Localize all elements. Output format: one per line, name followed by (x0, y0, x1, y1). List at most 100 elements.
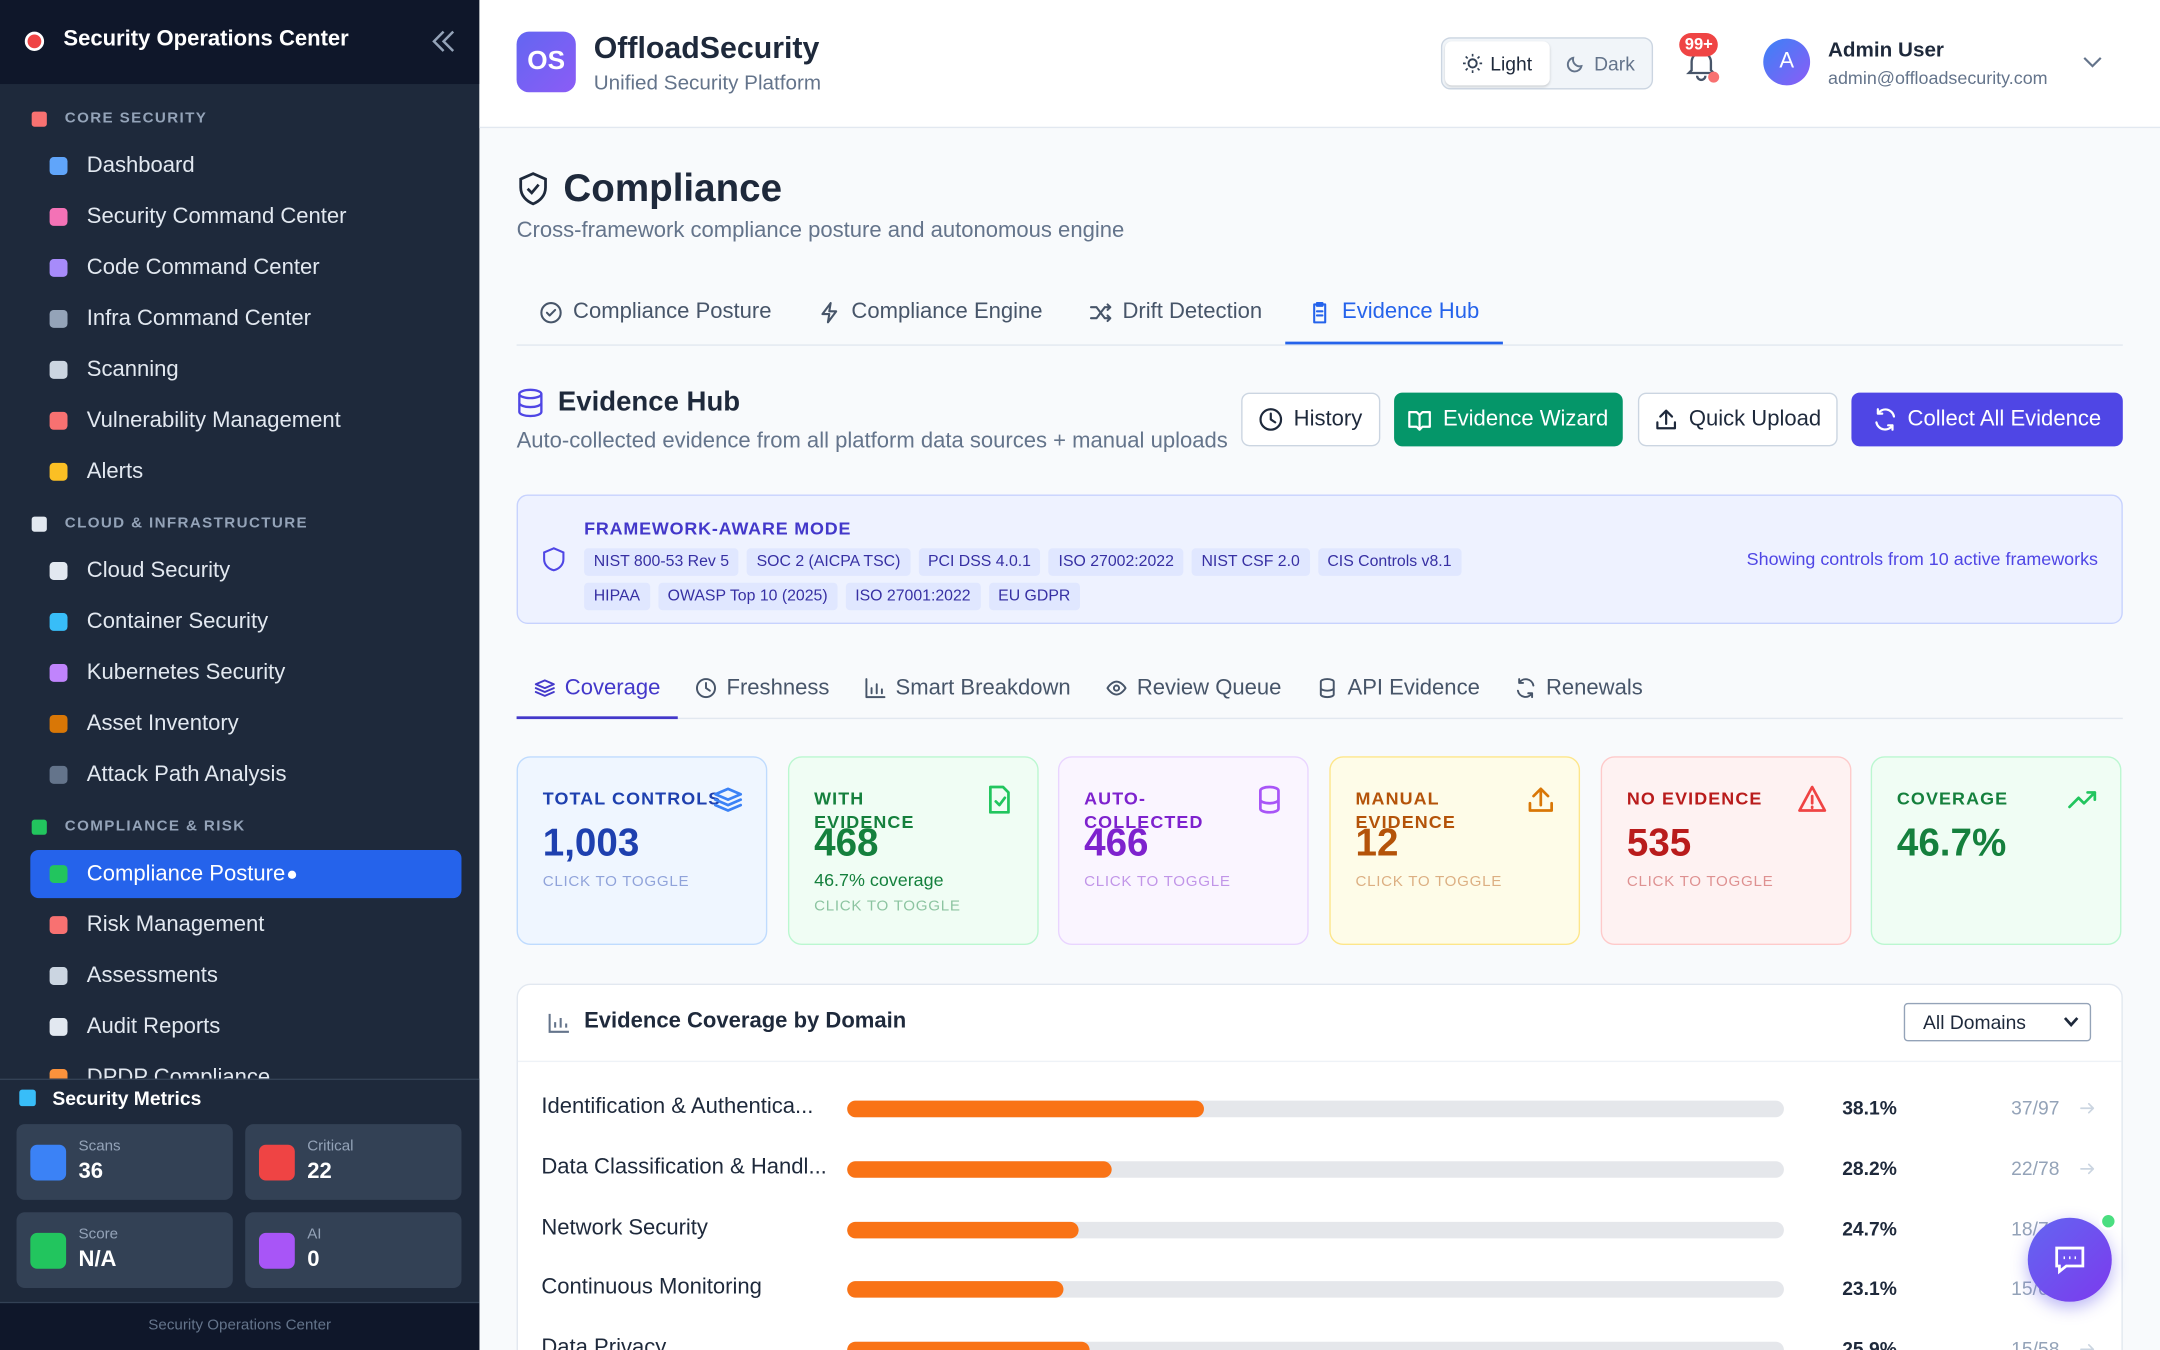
subtab-icon (865, 678, 886, 699)
nav-item[interactable]: Kubernetes Security (0, 647, 479, 698)
nav-item[interactable]: Assessments (0, 951, 479, 1002)
domain-bar (847, 1221, 1079, 1238)
subtab-icon-svg (1106, 680, 1127, 696)
card-icon (1798, 785, 1827, 814)
tab[interactable]: Drift Detection (1066, 281, 1286, 344)
hub-icon (518, 388, 543, 418)
stat-card[interactable]: TOTAL CONTROLS 1,003 CLICK TO TOGGLE (516, 756, 768, 945)
theme-light[interactable]: Light (1445, 41, 1550, 86)
nav-label: Cloud Security (86, 559, 231, 583)
select-chevron (2063, 1017, 2079, 1027)
nav-item[interactable]: Container Security (0, 596, 479, 647)
subtab[interactable]: Smart Breakdown (847, 657, 1088, 719)
section-heading: CORE SECURITY (64, 110, 208, 127)
domain-filter[interactable]: All Domains (1903, 1002, 2092, 1042)
nav-item[interactable]: Attack Path Analysis (0, 749, 479, 800)
nav-item[interactable]: Vulnerability Management (0, 395, 479, 446)
subtab[interactable]: Review Queue (1089, 657, 1300, 719)
brand-logo: OS (516, 31, 576, 93)
framework-chip: SOC 2 (AICPA TSC) (746, 548, 911, 576)
nav-item[interactable]: Risk Management (0, 900, 479, 951)
nav-icon (49, 967, 68, 985)
card-label: NO EVIDENCE (1626, 787, 1763, 809)
domain-arrow-svg (2080, 1163, 2095, 1174)
domain-percent: 28.2% (1842, 1156, 1897, 1179)
nav-item[interactable]: Infra Command Center (0, 293, 479, 344)
tabs-line (516, 344, 2123, 346)
button-label: Collect All Evidence (1907, 407, 2102, 431)
stat-card[interactable]: COVERAGE 46.7% (1870, 756, 2122, 945)
domain-percent: 24.7% (1842, 1217, 1897, 1240)
metric-label: Scans (78, 1137, 121, 1155)
nav-icon (49, 411, 68, 430)
nav-item[interactable]: Cloud Security (0, 546, 479, 597)
stat-card[interactable]: NO EVIDENCE 535 CLICK TO TOGGLE (1600, 756, 1852, 945)
tab-icon (540, 302, 562, 324)
framework-chip: NIST CSF 2.0 (1191, 548, 1310, 576)
chat-button[interactable] (2027, 1217, 2112, 1302)
user-menu-chevron[interactable] (2083, 55, 2102, 69)
card-icon (714, 785, 743, 814)
subtab[interactable]: Freshness (678, 657, 847, 719)
domain-bar (847, 1160, 1112, 1178)
section-icon (31, 111, 47, 127)
nav-item[interactable]: Code Command Center (0, 242, 479, 293)
subtab-label: Freshness (726, 675, 830, 700)
nav-item[interactable]: Dashboard (0, 141, 479, 192)
framework-note: Showing controls from 10 active framewor… (1746, 548, 2099, 569)
hub-button[interactable]: Evidence Wizard (1394, 392, 1623, 447)
nav-icon (49, 309, 68, 328)
subtab-label: Renewals (1545, 675, 1643, 700)
hub-button[interactable]: Collect All Evidence (1851, 392, 2123, 447)
hub-button[interactable]: History (1241, 392, 1381, 447)
compliance-icon (519, 172, 547, 206)
domain-name: Continuous Monitoring (541, 1276, 762, 1300)
domain-track (847, 1221, 1784, 1238)
nav-section: CORE SECURITY (0, 96, 479, 140)
nav-label: Asset Inventory (86, 712, 239, 736)
domain-filter-label: All Domains (1923, 1011, 2026, 1034)
nav-item[interactable]: Audit Reports (0, 1001, 479, 1052)
avatar[interactable]: A (1763, 38, 1811, 86)
stat-card[interactable]: WITH EVIDENCE 468 46.7% coverage CLICK TO T… (787, 756, 1039, 945)
button-icon-svg (1408, 411, 1432, 431)
nav-item[interactable]: Security Command Center (0, 191, 479, 242)
subtab[interactable]: API Evidence (1299, 657, 1497, 719)
tab[interactable]: Evidence Hub (1285, 281, 1503, 345)
nav-icon (49, 765, 68, 784)
card-hint: CLICK TO TOGGLE (1626, 873, 1774, 890)
nav-label: Dashboard (86, 154, 195, 178)
tab[interactable]: Compliance Posture (517, 281, 795, 344)
metric-icon (258, 1232, 295, 1269)
nav-icon (49, 663, 68, 682)
stat-card[interactable]: AUTO-COLLECTED 466 CLICK TO TOGGLE (1057, 756, 1309, 945)
tab[interactable]: Compliance Engine (795, 281, 1066, 344)
sidebar-logo (24, 31, 45, 51)
subtab[interactable]: Renewals (1498, 657, 1661, 719)
card-value: 535 (1626, 821, 1692, 864)
nav-section: CLOUD & INFRASTRUCTURE (0, 501, 479, 545)
nav-item[interactable]: Scanning (0, 344, 479, 395)
nav-item[interactable]: Asset Inventory (0, 698, 479, 749)
button-icon (1259, 408, 1283, 431)
subtab-icon (534, 678, 555, 699)
theme-dark[interactable]: Dark (1554, 41, 1648, 85)
domain-bar (847, 1341, 1090, 1350)
subtab-label: Review Queue (1136, 675, 1282, 700)
nav-label: Kubernetes Security (86, 661, 286, 685)
card-detail: 46.7% coverage (814, 869, 944, 890)
domain-arrow-svg (2080, 1102, 2095, 1114)
subtab-icon (1516, 678, 1537, 699)
top-bar (479, 0, 2160, 129)
subtab[interactable]: Coverage (516, 657, 679, 720)
metric-value: 22 (307, 1159, 332, 1184)
nav-item[interactable]: Alerts (0, 446, 479, 497)
subtab-icon-svg (534, 679, 555, 697)
hub-button[interactable]: Quick Upload (1637, 392, 1838, 447)
stat-card[interactable]: MANUAL EVIDENCE 12 CLICK TO TOGGLE (1329, 756, 1581, 945)
nav-icon (49, 1068, 68, 1079)
nav-item[interactable]: DPDP Compliance (0, 1052, 479, 1079)
nav-item[interactable]: Compliance Posture (0, 849, 479, 900)
card-icon-svg (1798, 785, 1827, 812)
collapse-button[interactable] (430, 29, 458, 54)
